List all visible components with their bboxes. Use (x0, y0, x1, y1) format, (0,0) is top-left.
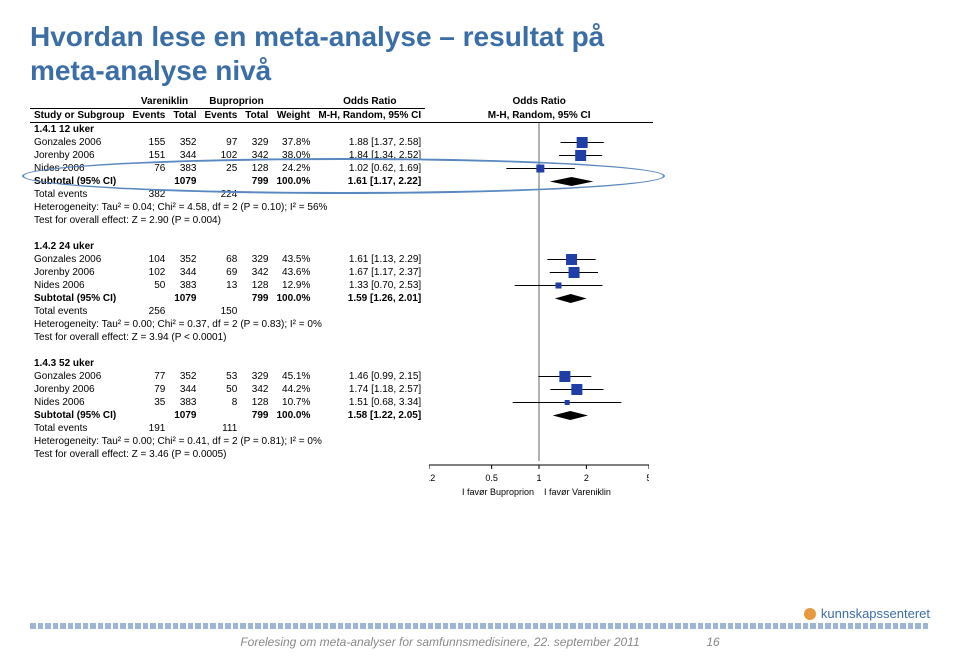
svg-text:2: 2 (584, 473, 589, 483)
svg-text:1: 1 (537, 473, 542, 483)
forest-table: Vareniklin Buproprion Odds Ratio Odds Ra… (30, 95, 653, 505)
svg-text:5: 5 (647, 473, 650, 483)
svg-text:0.5: 0.5 (486, 473, 499, 483)
logo-text: kunnskapssenteret (821, 606, 930, 621)
table-row: Gonzales 2006 104352 68329 43.5% 1.61 [1… (30, 253, 653, 266)
table-row: Nides 2006 50383 13128 12.9% 1.33 [0.70,… (30, 279, 653, 292)
footer-bar (30, 623, 930, 629)
table-row: Gonzales 2006 77352 53329 45.1% 1.46 [0.… (30, 370, 653, 383)
footer-text: Forelesing om meta-analyser for samfunns… (30, 635, 930, 649)
page-number: 16 (706, 635, 719, 649)
table-row: Jorenby 2006 151344 102342 38.0% 1.84 [1… (30, 149, 653, 162)
svg-text:I favør Buproprion: I favør Buproprion (462, 487, 534, 497)
footer-caption: Forelesing om meta-analyser for samfunns… (240, 635, 639, 649)
page-title: Hvordan lese en meta-analyse – resultat … (30, 20, 930, 87)
logo: kunnskapssenteret (803, 606, 930, 621)
logo-icon (803, 607, 817, 621)
table-row: Jorenby 2006 102344 69342 43.6% 1.67 [1.… (30, 266, 653, 279)
table-row: Nides 2006 76383 25128 24.2% 1.02 [0.62,… (30, 162, 653, 175)
title-line1: Hvordan lese en meta-analyse – resultat … (30, 21, 604, 52)
svg-text:0.2: 0.2 (429, 473, 435, 483)
svg-text:I favør Vareniklin: I favør Vareniklin (544, 487, 611, 497)
title-line2: meta-analyse nivå (30, 55, 271, 86)
table-row: Nides 2006 35383 8128 10.7% 1.51 [0.68, … (30, 396, 653, 409)
footer: Forelesing om meta-analyser for samfunns… (30, 623, 930, 649)
table-row: Gonzales 2006 155352 97329 37.8% 1.88 [1… (30, 136, 653, 149)
table-row: Jorenby 2006 79344 50342 44.2% 1.74 [1.1… (30, 383, 653, 396)
forest-plot: Vareniklin Buproprion Odds Ratio Odds Ra… (30, 95, 930, 505)
